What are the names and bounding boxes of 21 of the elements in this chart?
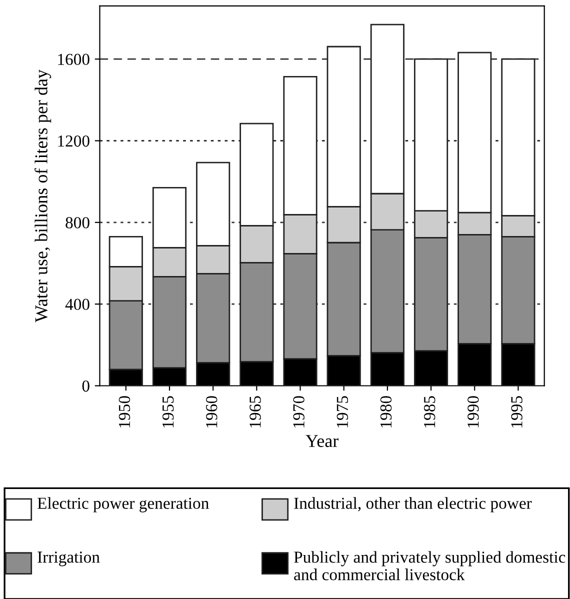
y-tick-label: 1600 bbox=[58, 54, 90, 66]
x-tick-label: 1995 bbox=[511, 396, 522, 428]
y-tick-label: 400 bbox=[65, 298, 90, 310]
legend-label: Industrial, other than electric power bbox=[294, 497, 532, 512]
legend-label: Irrigation bbox=[38, 552, 100, 566]
x-tick-label: 1985 bbox=[424, 396, 436, 428]
y-tick-label: 1200 bbox=[58, 135, 90, 147]
x-tick-label: 1965 bbox=[250, 396, 261, 428]
legend-label: Electric power generation bbox=[38, 497, 209, 512]
x-axis-title: Year bbox=[306, 435, 339, 448]
x-tick-label: 1955 bbox=[162, 396, 174, 428]
y-tick-label: 0 bbox=[82, 380, 90, 392]
y-tick-label: 800 bbox=[66, 217, 90, 228]
x-tick-label: 1960 bbox=[206, 396, 218, 428]
legend-label: Publicly and privately supplied domestic and commercial livestock bbox=[294, 551, 566, 580]
y-axis-title: Water use, billions of liters per day bbox=[34, 70, 52, 322]
x-tick-label: 1990 bbox=[468, 396, 479, 428]
x-tick-label: 1950 bbox=[118, 396, 130, 428]
x-tick-label: 1980 bbox=[380, 396, 392, 428]
x-tick-label: 1970 bbox=[293, 396, 304, 428]
x-tick-label: 1975 bbox=[336, 396, 348, 428]
